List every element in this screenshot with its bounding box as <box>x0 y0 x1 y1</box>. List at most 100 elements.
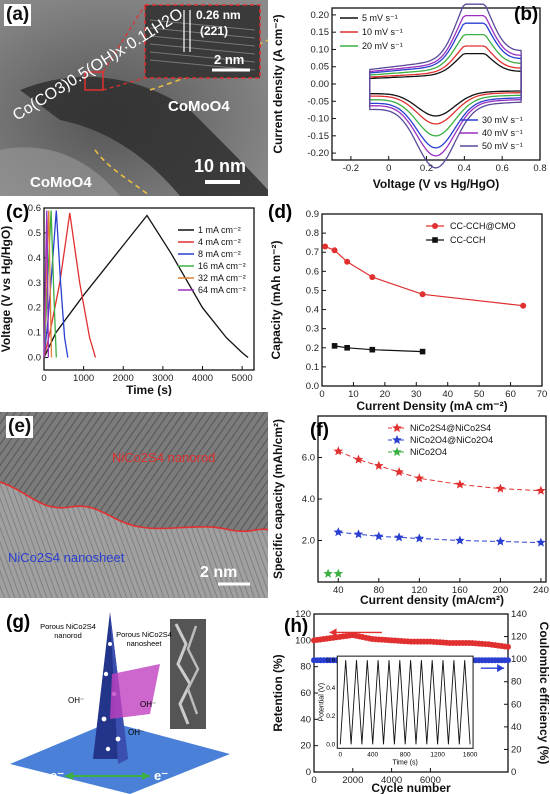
legend-label: 30 mV s⁻¹ <box>482 115 523 125</box>
hydroxide-label-1: OH⁻ <box>68 696 85 705</box>
y-tick-label: -0.15 <box>307 131 329 142</box>
lattice-spacing-label: 0.26 nm <box>196 8 241 22</box>
panel-b-cv-chart: -0.2 0 0.2 0.4 0.6 0.8 -0.20 -0.15 -0.10 -0.05 0.0… <box>270 0 550 196</box>
data-point <box>331 343 338 349</box>
inset-gcd-curve <box>339 660 471 745</box>
legend-label: 50 mV s⁻¹ <box>482 141 523 151</box>
y-tick-label: 0.20 <box>311 10 330 21</box>
y-tick-label: -0.10 <box>307 114 329 125</box>
data-point <box>374 460 384 470</box>
data-point <box>414 473 425 483</box>
coulombic-point <box>505 657 511 664</box>
y-tick-label: 0.10 <box>311 44 330 55</box>
retention-point <box>505 643 511 650</box>
legend-marker <box>392 423 402 432</box>
chart-b: -0.2 0 0.2 0.4 0.6 0.8-0.20-0.15-0.10-0.050.0… <box>271 3 547 191</box>
nanorod-callout: Porous NiCo2S4 nanorod <box>40 622 96 640</box>
legend-label: NiCo2S4@NiCo2S4 <box>410 423 491 433</box>
panel-label-d: (d) <box>268 202 293 223</box>
data-point <box>344 258 351 265</box>
y-tick-label: 0.0 <box>28 353 41 364</box>
x-tick-label: 0.4 <box>458 163 471 174</box>
x-tick-label: 120 <box>411 585 427 596</box>
legend-label: 10 mV s⁻¹ <box>362 27 403 37</box>
x-tick-label: 0.6 <box>496 163 509 174</box>
ce-arrowhead <box>497 664 505 673</box>
inset-x-tick-label: 1200 <box>430 751 445 758</box>
y-tick-label: 0.5 <box>28 228 41 239</box>
legend-label: 20 mV s⁻¹ <box>362 41 403 51</box>
y-tick-label: 0.4 <box>306 305 319 316</box>
electron-label-right: e⁻ <box>154 768 169 783</box>
y-tick-label: 6.0 <box>302 453 315 464</box>
x-tick-label: 20 <box>380 389 391 400</box>
legend-label: 40 mV s⁻¹ <box>482 128 523 138</box>
data-point <box>520 302 527 309</box>
y-tick-label: 0.0 <box>306 381 319 392</box>
panel-label-e: (e) <box>6 416 34 438</box>
legend-label: 16 mA cm⁻² <box>198 261 246 271</box>
scale-label-e: 2 nm <box>200 564 238 581</box>
retention-arrowhead <box>329 628 337 637</box>
y-tick-label: 0.05 <box>311 62 330 73</box>
x-tick-label: 240 <box>533 585 549 596</box>
legend-label: 32 mA cm⁻² <box>198 273 246 283</box>
x-axis-title: Cycle number <box>371 781 451 794</box>
y-tick-label: 0.2 <box>306 343 319 354</box>
legend-label: CC-CCH@CMO <box>450 221 516 231</box>
y-axis-title: Specific capacity (mAh/cm²) <box>271 419 285 579</box>
x-tick-label: 4000 <box>381 775 402 786</box>
series-line-0 <box>338 450 541 492</box>
y-tick-label: 20 <box>300 741 311 752</box>
y-tick-label: 60 <box>300 688 311 699</box>
y-tick-label: 0 <box>306 767 311 778</box>
x-tick-label: 0 <box>319 389 324 400</box>
inset-y-tick-label: 0.2 <box>326 713 335 720</box>
y-right-tick-label: 100 <box>511 654 527 665</box>
legend-marker <box>392 447 402 456</box>
legend-label: 64 mA cm⁻² <box>198 285 246 295</box>
panel-e-hrtem-image: (e) NiCo2S4 nanorod NiCo2S4 nanosheet 2 … <box>0 412 268 598</box>
data-point <box>344 344 350 351</box>
inset-x-tick-label: 800 <box>400 751 411 758</box>
x-tick-label: 10 <box>348 389 359 400</box>
x-tick-label: 4000 <box>192 373 213 384</box>
y-tick-label: 0.6 <box>28 203 41 214</box>
y-tick-label: 0.8 <box>306 228 319 239</box>
panel-a-tem-image: (a) 0.26 nm (221) 2 nm Co(CO3)0.5(OH)x·0… <box>0 0 268 196</box>
x-tick-label: 0 <box>41 373 46 384</box>
panel-f-specific-capacity-chart: 40 80 120 160 200 240 2.0 4.0 6.0 Current density… <box>270 412 550 608</box>
data-point <box>455 479 465 489</box>
y-tick-label: 0.3 <box>28 278 41 289</box>
y-right-axis-title: Coulombic efficiency (%) <box>537 622 550 765</box>
legend-label: NiCo2O4@NiCo2O4 <box>410 435 493 445</box>
y-right-tick-label: 60 <box>511 699 522 710</box>
y-tick-label: 0.1 <box>28 328 41 339</box>
x-tick-label: 0.2 <box>420 163 433 174</box>
chart-d: 0 10 20 30 40 50 60 70 0.0 0.1 0.2 0.3 0.4 0.5 0.6 0.7 0… <box>269 209 547 412</box>
nanosheet-label: NiCo2S4 nanosheet <box>8 550 125 565</box>
inset-x-title: Time (s) <box>392 759 417 766</box>
y-tick-label: 0.2 <box>28 303 41 314</box>
x-tick-label: -0.2 <box>343 163 359 174</box>
data-point <box>322 243 329 250</box>
tem-image-a <box>0 0 268 196</box>
data-point <box>353 529 364 539</box>
data-point <box>394 467 404 477</box>
gcd-curve-5 <box>43 210 50 358</box>
nanosheet-callout: Porous NiCo2S4 nanosheet <box>116 630 172 648</box>
x-axis-title: Current density (mA/cm²) <box>360 593 504 607</box>
x-tick-label: 3000 <box>152 373 173 384</box>
x-tick-label: 5000 <box>232 373 253 384</box>
chart-f: 40 80 120 160 200 240 2.0 4.0 6.0 Current density… <box>271 415 549 607</box>
panel-label-a: (a) <box>4 4 32 26</box>
x-tick-label: 0 <box>386 163 391 174</box>
panel-c-gcd-chart: 0 1000 2000 3000 4000 5000 0.0 0.1 0.2 0.3 0.4 0.5 0… <box>0 200 262 396</box>
y-right-tick-label: 40 <box>511 722 522 733</box>
data-point <box>536 485 546 495</box>
data-point <box>414 533 425 543</box>
hrtem-image-e <box>0 412 268 598</box>
panel-label-b: (b) <box>514 4 539 25</box>
inset-y-tick-label: 0.6 <box>326 657 335 664</box>
